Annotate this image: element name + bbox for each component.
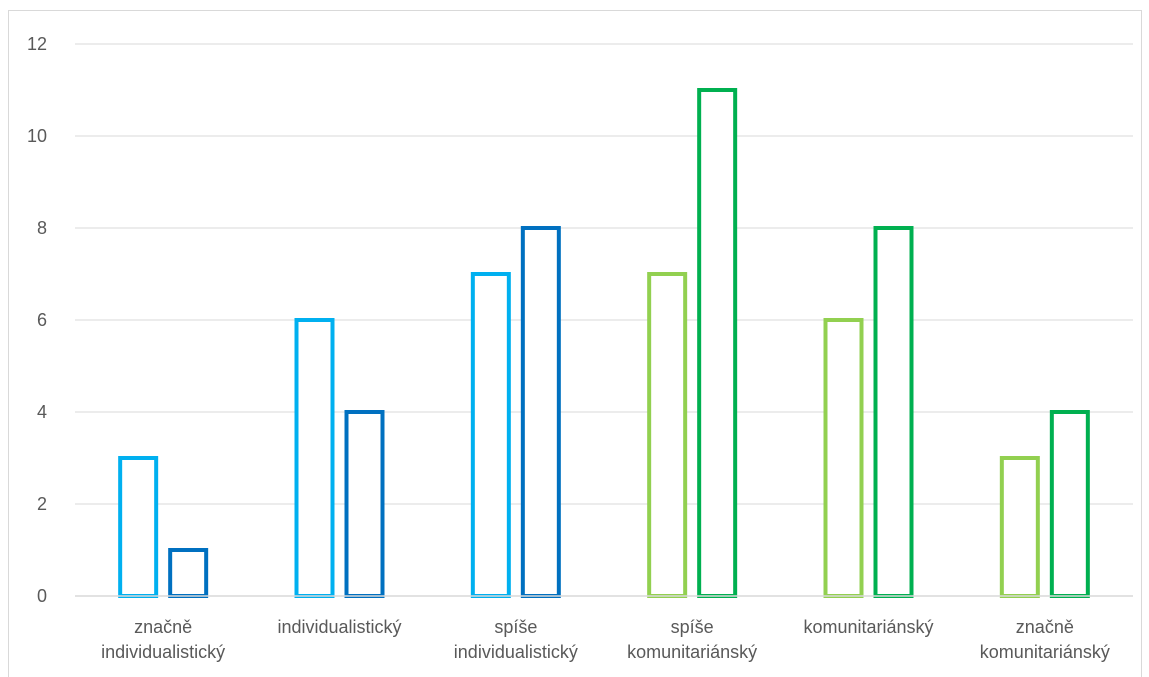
x-category-label-line: značně — [1016, 617, 1074, 637]
x-axis-labels: značně individualistický individualistický… — [101, 617, 1110, 662]
bar-5-series-2 — [873, 226, 914, 598]
x-category-label-line: komunitariánský — [980, 642, 1110, 662]
y-tick-label: 2 — [37, 494, 47, 514]
y-tick-label: 4 — [37, 402, 47, 422]
bar-2-series-2 — [344, 410, 385, 598]
x-category-label-line: individualistický — [101, 642, 225, 662]
x-category-label-line: spíše — [671, 617, 714, 637]
bars — [118, 88, 1090, 598]
x-category-label: značně komunitariánský — [980, 617, 1110, 662]
x-category-label-line: komunitariánský — [627, 642, 757, 662]
y-tick-label: 6 — [37, 310, 47, 330]
bar-6-series-2 — [1049, 410, 1090, 598]
y-tick-label: 12 — [27, 34, 47, 54]
bar-3-series-1 — [470, 272, 511, 598]
bar-2-series-1 — [294, 318, 335, 598]
x-category-label: individualistický — [277, 617, 401, 637]
x-category-label-line: značně — [134, 617, 192, 637]
x-category-label-line: spíše — [494, 617, 537, 637]
x-category-label: komunitariánský — [803, 617, 933, 637]
gridlines — [75, 43, 1133, 505]
bar-6-series-1 — [999, 456, 1040, 598]
y-tick-label: 0 — [37, 586, 47, 606]
x-category-label: spíše komunitariánský — [627, 617, 757, 662]
bar-4-series-1 — [647, 272, 688, 598]
x-category-label: spíše individualistický — [454, 617, 578, 662]
x-category-label-line: individualistický — [454, 642, 578, 662]
x-category-label-line: individualistický — [277, 617, 401, 637]
x-category-label: značně individualistický — [101, 617, 225, 662]
bar-5-series-1 — [823, 318, 864, 598]
bar-1-series-1 — [118, 456, 159, 598]
bar-1-series-2 — [168, 548, 209, 598]
bar-3-series-2 — [520, 226, 561, 598]
x-category-label-line: komunitariánský — [803, 617, 933, 637]
y-tick-label: 10 — [27, 126, 47, 146]
bar-4-series-2 — [697, 88, 738, 598]
y-axis-ticks: 0 2 4 6 8 10 12 — [27, 34, 47, 606]
chart-frame — [8, 10, 1142, 677]
y-tick-label: 8 — [37, 218, 47, 238]
